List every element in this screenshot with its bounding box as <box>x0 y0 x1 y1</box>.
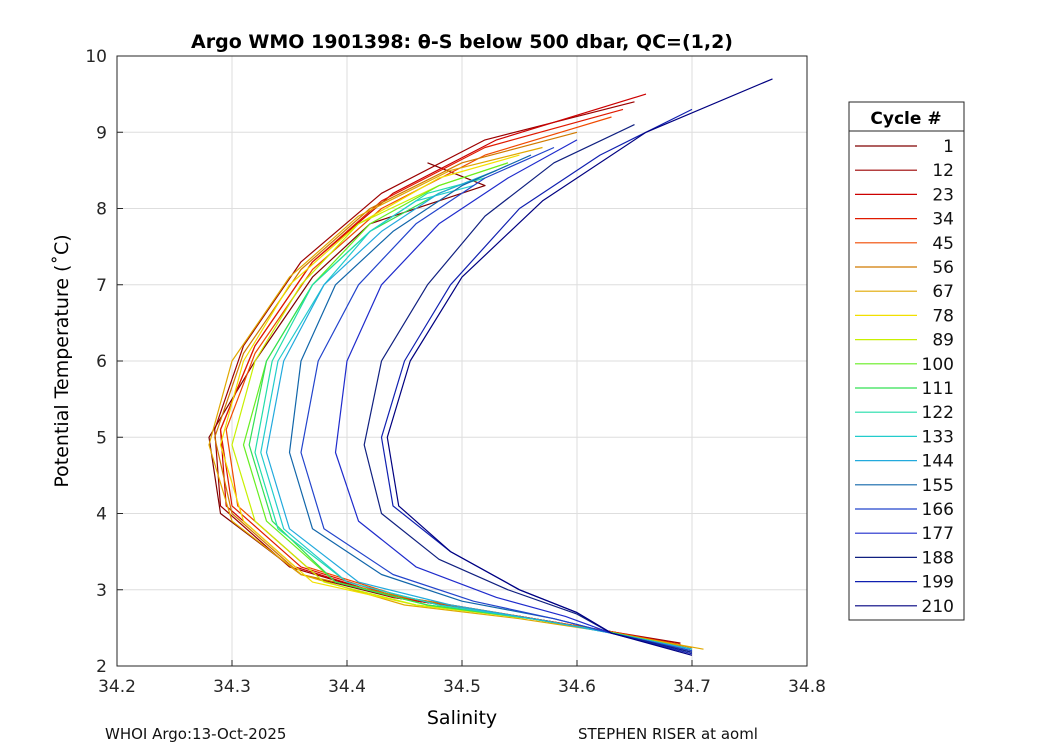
axis-ticks: 34.2 34.3 34.4 34.5 34.6 34.7 34.8 2 3 4 5 6 7 8 9 10 <box>85 47 826 697</box>
legend-label: 111 <box>922 379 954 399</box>
legend-label: 12 <box>932 161 954 181</box>
legend-label: 78 <box>932 306 954 326</box>
series-line-cycle-144 <box>265 169 693 650</box>
legend-label: 67 <box>932 282 954 302</box>
series-lines <box>208 78 773 656</box>
legend-label: 166 <box>922 500 954 520</box>
series-line-cycle-67 <box>208 146 704 650</box>
legend-label: 144 <box>922 452 954 472</box>
legend-label: 133 <box>922 427 954 447</box>
y-tick-label: 4 <box>96 505 107 525</box>
x-tick-label: 34.2 <box>98 677 136 697</box>
footer-operator: STEPHEN RISER at aoml <box>578 725 758 743</box>
y-tick-label: 3 <box>96 581 107 601</box>
series-line-cycle-78 <box>219 154 693 650</box>
x-tick-label: 34.7 <box>673 677 711 697</box>
legend-label: 100 <box>922 355 954 375</box>
y-tick-label: 6 <box>96 352 107 372</box>
legend-label: 122 <box>922 403 954 423</box>
series-line-cycle-177 <box>334 139 693 653</box>
legend-label: 188 <box>922 548 954 568</box>
series-line-cycle-210 <box>386 78 773 656</box>
y-tick-label: 9 <box>96 123 107 143</box>
x-tick-label: 34.5 <box>443 677 481 697</box>
x-tick-label: 34.3 <box>213 677 251 697</box>
legend: Cycle # 1 12 23 34 45 56 67 78 89 100 111 122 133 144… <box>848 101 965 621</box>
legend-label: 210 <box>922 597 954 617</box>
legend-label: 56 <box>932 258 954 278</box>
x-tick-label: 34.4 <box>328 677 366 697</box>
footer-source: WHOI Argo:13-Oct-2025 <box>105 725 287 743</box>
y-tick-label: 5 <box>96 428 107 448</box>
legend-label: 1 <box>943 137 954 157</box>
legend-label: 155 <box>922 476 954 496</box>
y-axis-label: Potential Temperature (˚C) <box>51 234 73 487</box>
legend-label: 45 <box>932 234 954 254</box>
legend-label: 199 <box>922 573 954 593</box>
series-line-cycle-56 <box>214 131 693 649</box>
legend-title: Cycle # <box>870 109 941 129</box>
x-axis-label: Salinity <box>427 707 497 729</box>
legend-label: 23 <box>932 185 954 205</box>
y-tick-label: 10 <box>85 47 107 67</box>
series-line-cycle-188 <box>363 124 693 653</box>
series-line-cycle-166 <box>300 146 693 652</box>
y-tick-label: 7 <box>96 276 107 296</box>
grid <box>116 55 808 667</box>
series-line-cycle-1 <box>208 162 670 644</box>
x-tick-label: 34.6 <box>558 677 596 697</box>
legend-label: 89 <box>932 331 954 351</box>
y-tick-label: 8 <box>96 200 107 220</box>
x-tick-label: 34.8 <box>788 677 826 697</box>
legend-label: 177 <box>922 524 954 544</box>
legend-label: 34 <box>932 210 954 230</box>
chart-title: Argo WMO 1901398: θ-S below 500 dbar, QC… <box>191 31 733 53</box>
y-tick-label: 2 <box>96 657 107 677</box>
